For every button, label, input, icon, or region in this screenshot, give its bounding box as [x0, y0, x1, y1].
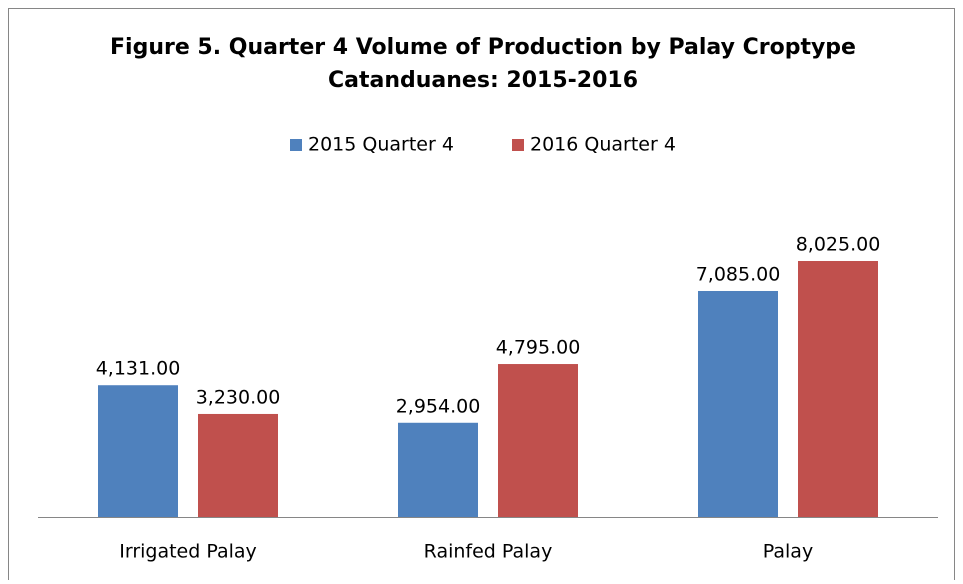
legend-label: 2016 Quarter 4 [530, 134, 676, 156]
value-label: 8,025.00 [796, 234, 881, 256]
x-tick-label: Rainfed Palay [424, 541, 553, 563]
bar [398, 422, 478, 517]
bar [498, 364, 578, 517]
bar [698, 290, 778, 517]
x-tick-label: Irrigated Palay [119, 541, 257, 563]
bar [98, 385, 178, 517]
chart-title: Figure 5. Quarter 4 Volume of Production… [110, 35, 856, 60]
value-label: 7,085.00 [696, 263, 781, 285]
legend-swatch [290, 139, 302, 151]
value-label: 4,131.00 [96, 358, 181, 380]
bar [798, 261, 878, 517]
bar [198, 413, 278, 517]
x-tick-label: Palay [763, 541, 813, 563]
value-label: 3,230.00 [196, 386, 281, 408]
value-label: 2,954.00 [396, 395, 481, 417]
value-label: 4,795.00 [496, 337, 581, 359]
chart-subtitle: Catanduanes: 2015-2016 [328, 68, 638, 93]
legend-swatch [512, 139, 524, 151]
legend-label: 2015 Quarter 4 [308, 134, 454, 156]
